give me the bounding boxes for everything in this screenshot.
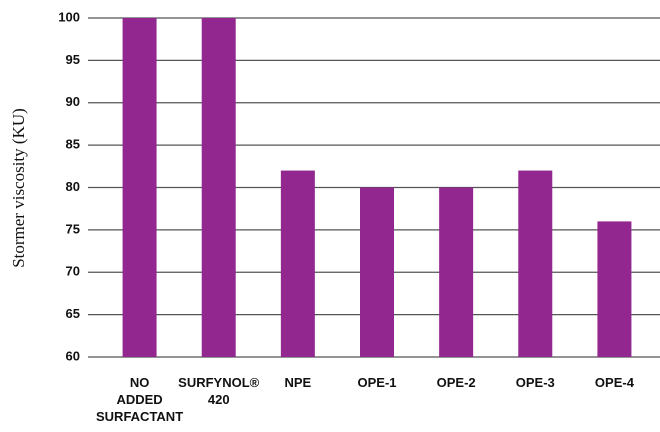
x-tick-label: NPE [284, 375, 311, 390]
x-tick-label-line: NO [130, 375, 150, 390]
bar [201, 18, 236, 357]
x-tick-label-line: OPE-2 [437, 375, 476, 390]
bar [518, 170, 553, 357]
x-tick-label-line: NPE [284, 375, 311, 390]
x-tick-label-line: 420 [208, 392, 230, 407]
x-tick-label: OPE-4 [595, 375, 635, 390]
bar [280, 170, 315, 357]
x-tick-label: OPE-3 [516, 375, 555, 390]
y-tick-label: 90 [66, 94, 80, 109]
y-tick-label: 60 [66, 348, 80, 363]
y-tick-label: 95 [66, 52, 80, 67]
y-axis-label: Stormer viscosity (KU) [9, 108, 28, 268]
x-tick-label: OPE-2 [437, 375, 476, 390]
bar [439, 187, 474, 357]
x-tick-label-line: OPE-4 [595, 375, 635, 390]
x-tick-label-line: SURFACTANT [96, 409, 183, 424]
x-tick-label-line: ADDED [116, 392, 162, 407]
y-tick-label: 80 [66, 179, 80, 194]
x-tick-label-line: OPE-1 [357, 375, 396, 390]
bar [360, 187, 394, 357]
y-tick-label: 70 [66, 264, 80, 279]
bar [597, 221, 632, 357]
y-tick-label: 85 [66, 137, 80, 152]
x-tick-label: NO ADDED SURFACTANT [96, 375, 183, 424]
bar [122, 18, 157, 357]
x-tick-label: OPE-1 [357, 375, 396, 390]
y-tick-label: 75 [66, 221, 80, 236]
x-tick-label: SURFYNOL® 420 [178, 375, 260, 407]
x-tick-label-line: OPE-3 [516, 375, 555, 390]
y-tick-label: 65 [66, 306, 80, 321]
y-tick-label: 100 [58, 9, 80, 24]
x-tick-label-line: SURFYNOL® [178, 375, 260, 390]
